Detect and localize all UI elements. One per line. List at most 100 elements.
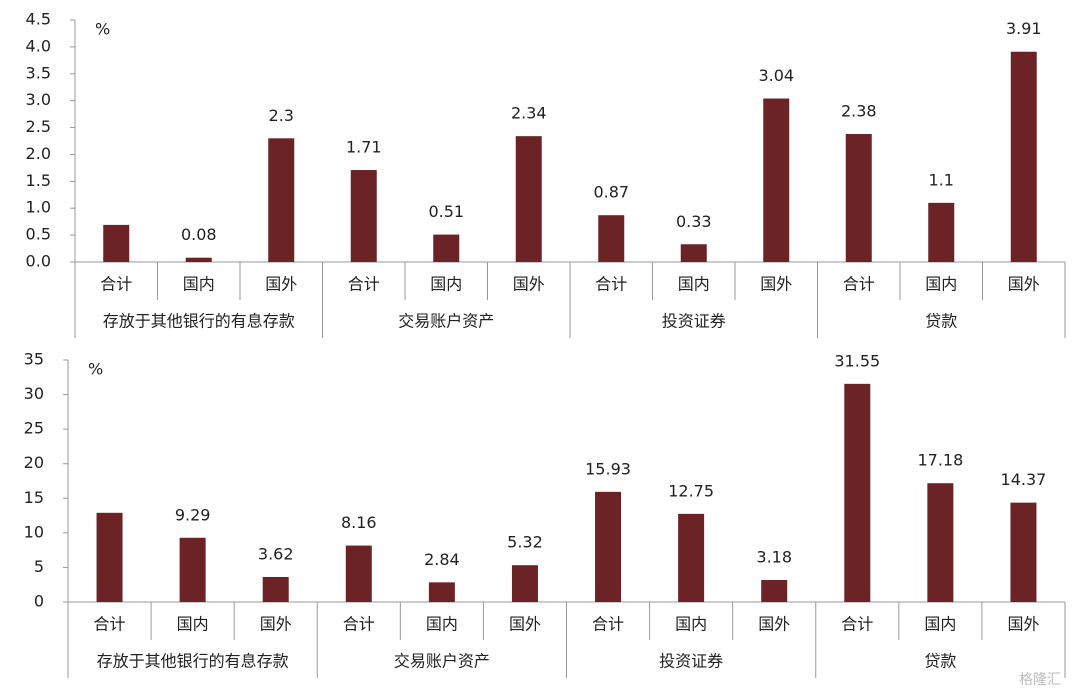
x-tick-label: 国外 (1008, 275, 1040, 294)
x-tick-label: 国外 (509, 615, 541, 634)
data-label: 0.51 (428, 202, 464, 221)
data-label: 9.29 (175, 505, 211, 524)
bar (1010, 51, 1037, 263)
bar (103, 224, 130, 262)
y-tick-label: 20 (24, 453, 44, 472)
x-tick-label: 合计 (348, 275, 380, 294)
data-label: 14.37 (1001, 470, 1047, 489)
unit-label: % (88, 360, 103, 379)
y-tick-label: 30 (24, 384, 44, 403)
bar (1010, 502, 1037, 602)
y-tick-label: 5 (34, 557, 44, 576)
bar (511, 565, 538, 602)
data-label: 0.08 (181, 225, 217, 244)
data-label: 3.04 (758, 66, 794, 85)
x-tick-label: 国内 (183, 275, 215, 294)
y-tick-label: 4.5 (26, 10, 51, 29)
group-label: 存放于其他银行的有息存款 (97, 652, 289, 671)
x-tick-label: 合计 (343, 615, 375, 634)
data-label: 31.55 (834, 351, 880, 370)
bar (595, 491, 622, 602)
y-tick-label: 0 (34, 592, 44, 611)
x-tick-label: 合计 (94, 615, 126, 634)
bar (844, 383, 871, 602)
bar (761, 580, 788, 602)
bar (515, 136, 542, 262)
data-label: 0.87 (593, 183, 629, 202)
bar (433, 234, 460, 262)
y-tick-label: 0.0 (26, 252, 51, 271)
group-label: 交易账户资产 (398, 312, 494, 331)
watermark: 格隆汇 (1019, 672, 1061, 688)
data-label: 2.84 (424, 550, 460, 569)
y-tick-label: 1.5 (26, 171, 51, 190)
bar (268, 138, 295, 262)
x-tick-label: 国内 (924, 615, 956, 634)
x-tick-label: 国外 (1007, 615, 1039, 634)
bar (927, 483, 954, 602)
x-tick-label: 国内 (426, 615, 458, 634)
bar (345, 545, 372, 602)
x-tick-label: 国内 (678, 275, 710, 294)
bar (763, 98, 790, 262)
data-label: 2.3 (269, 106, 294, 125)
y-tick-label: 0.5 (26, 225, 51, 244)
bar (185, 257, 212, 262)
group-label: 投资证券 (659, 652, 723, 671)
data-label: 15.93 (585, 459, 631, 478)
bar (928, 202, 955, 262)
data-label: 1.1 (929, 170, 954, 189)
group-label: 贷款 (925, 312, 957, 331)
data-label: 1.71 (346, 138, 382, 157)
group-label: 交易账户资产 (394, 652, 490, 671)
data-label: 3.91 (1006, 19, 1042, 38)
x-tick-label: 合计 (841, 615, 873, 634)
x-tick-label: 国外 (265, 275, 297, 294)
data-label: 8.16 (341, 513, 377, 532)
data-label: 17.18 (917, 451, 963, 470)
group-label: 贷款 (924, 652, 956, 671)
unit-label: % (95, 20, 110, 39)
y-tick-label: 2.5 (26, 117, 51, 136)
bar (680, 244, 707, 262)
data-label: 5.32 (507, 533, 543, 552)
bar (350, 170, 377, 262)
group-label: 存放于其他银行的有息存款 (103, 312, 295, 331)
data-label: 3.18 (756, 548, 792, 567)
y-tick-label: 25 (24, 419, 44, 438)
x-tick-label: 国外 (760, 275, 792, 294)
bar (678, 513, 705, 602)
x-tick-label: 合计 (592, 615, 624, 634)
bar (845, 134, 872, 262)
data-label: 12.75 (668, 481, 714, 500)
x-tick-label: 国外 (758, 615, 790, 634)
x-tick-label: 合计 (595, 275, 627, 294)
y-tick-label: 1.0 (26, 198, 51, 217)
y-tick-label: 4.0 (26, 36, 51, 55)
bar (262, 576, 289, 602)
x-tick-label: 国内 (177, 615, 209, 634)
bar (598, 215, 625, 262)
data-label: 3.62 (258, 544, 294, 563)
x-tick-label: 国内 (430, 275, 462, 294)
y-tick-label: 3.5 (26, 63, 51, 82)
bar (96, 512, 123, 602)
bar (428, 582, 455, 602)
y-tick-label: 10 (24, 522, 44, 541)
y-tick-label: 3.0 (26, 90, 51, 109)
x-tick-label: 国内 (675, 615, 707, 634)
bar (179, 537, 206, 602)
x-tick-label: 国外 (513, 275, 545, 294)
y-tick-label: 15 (24, 488, 44, 507)
x-tick-label: 合计 (100, 275, 132, 294)
data-label: 2.38 (841, 102, 877, 121)
y-tick-label: 35 (24, 350, 44, 369)
group-label: 投资证券 (662, 312, 726, 331)
y-tick-label: 2.0 (26, 144, 51, 163)
data-label: 2.34 (511, 104, 547, 123)
x-tick-label: 合计 (843, 275, 875, 294)
data-label: 0.33 (676, 212, 712, 231)
x-tick-label: 国内 (925, 275, 957, 294)
x-tick-label: 国外 (260, 615, 292, 634)
